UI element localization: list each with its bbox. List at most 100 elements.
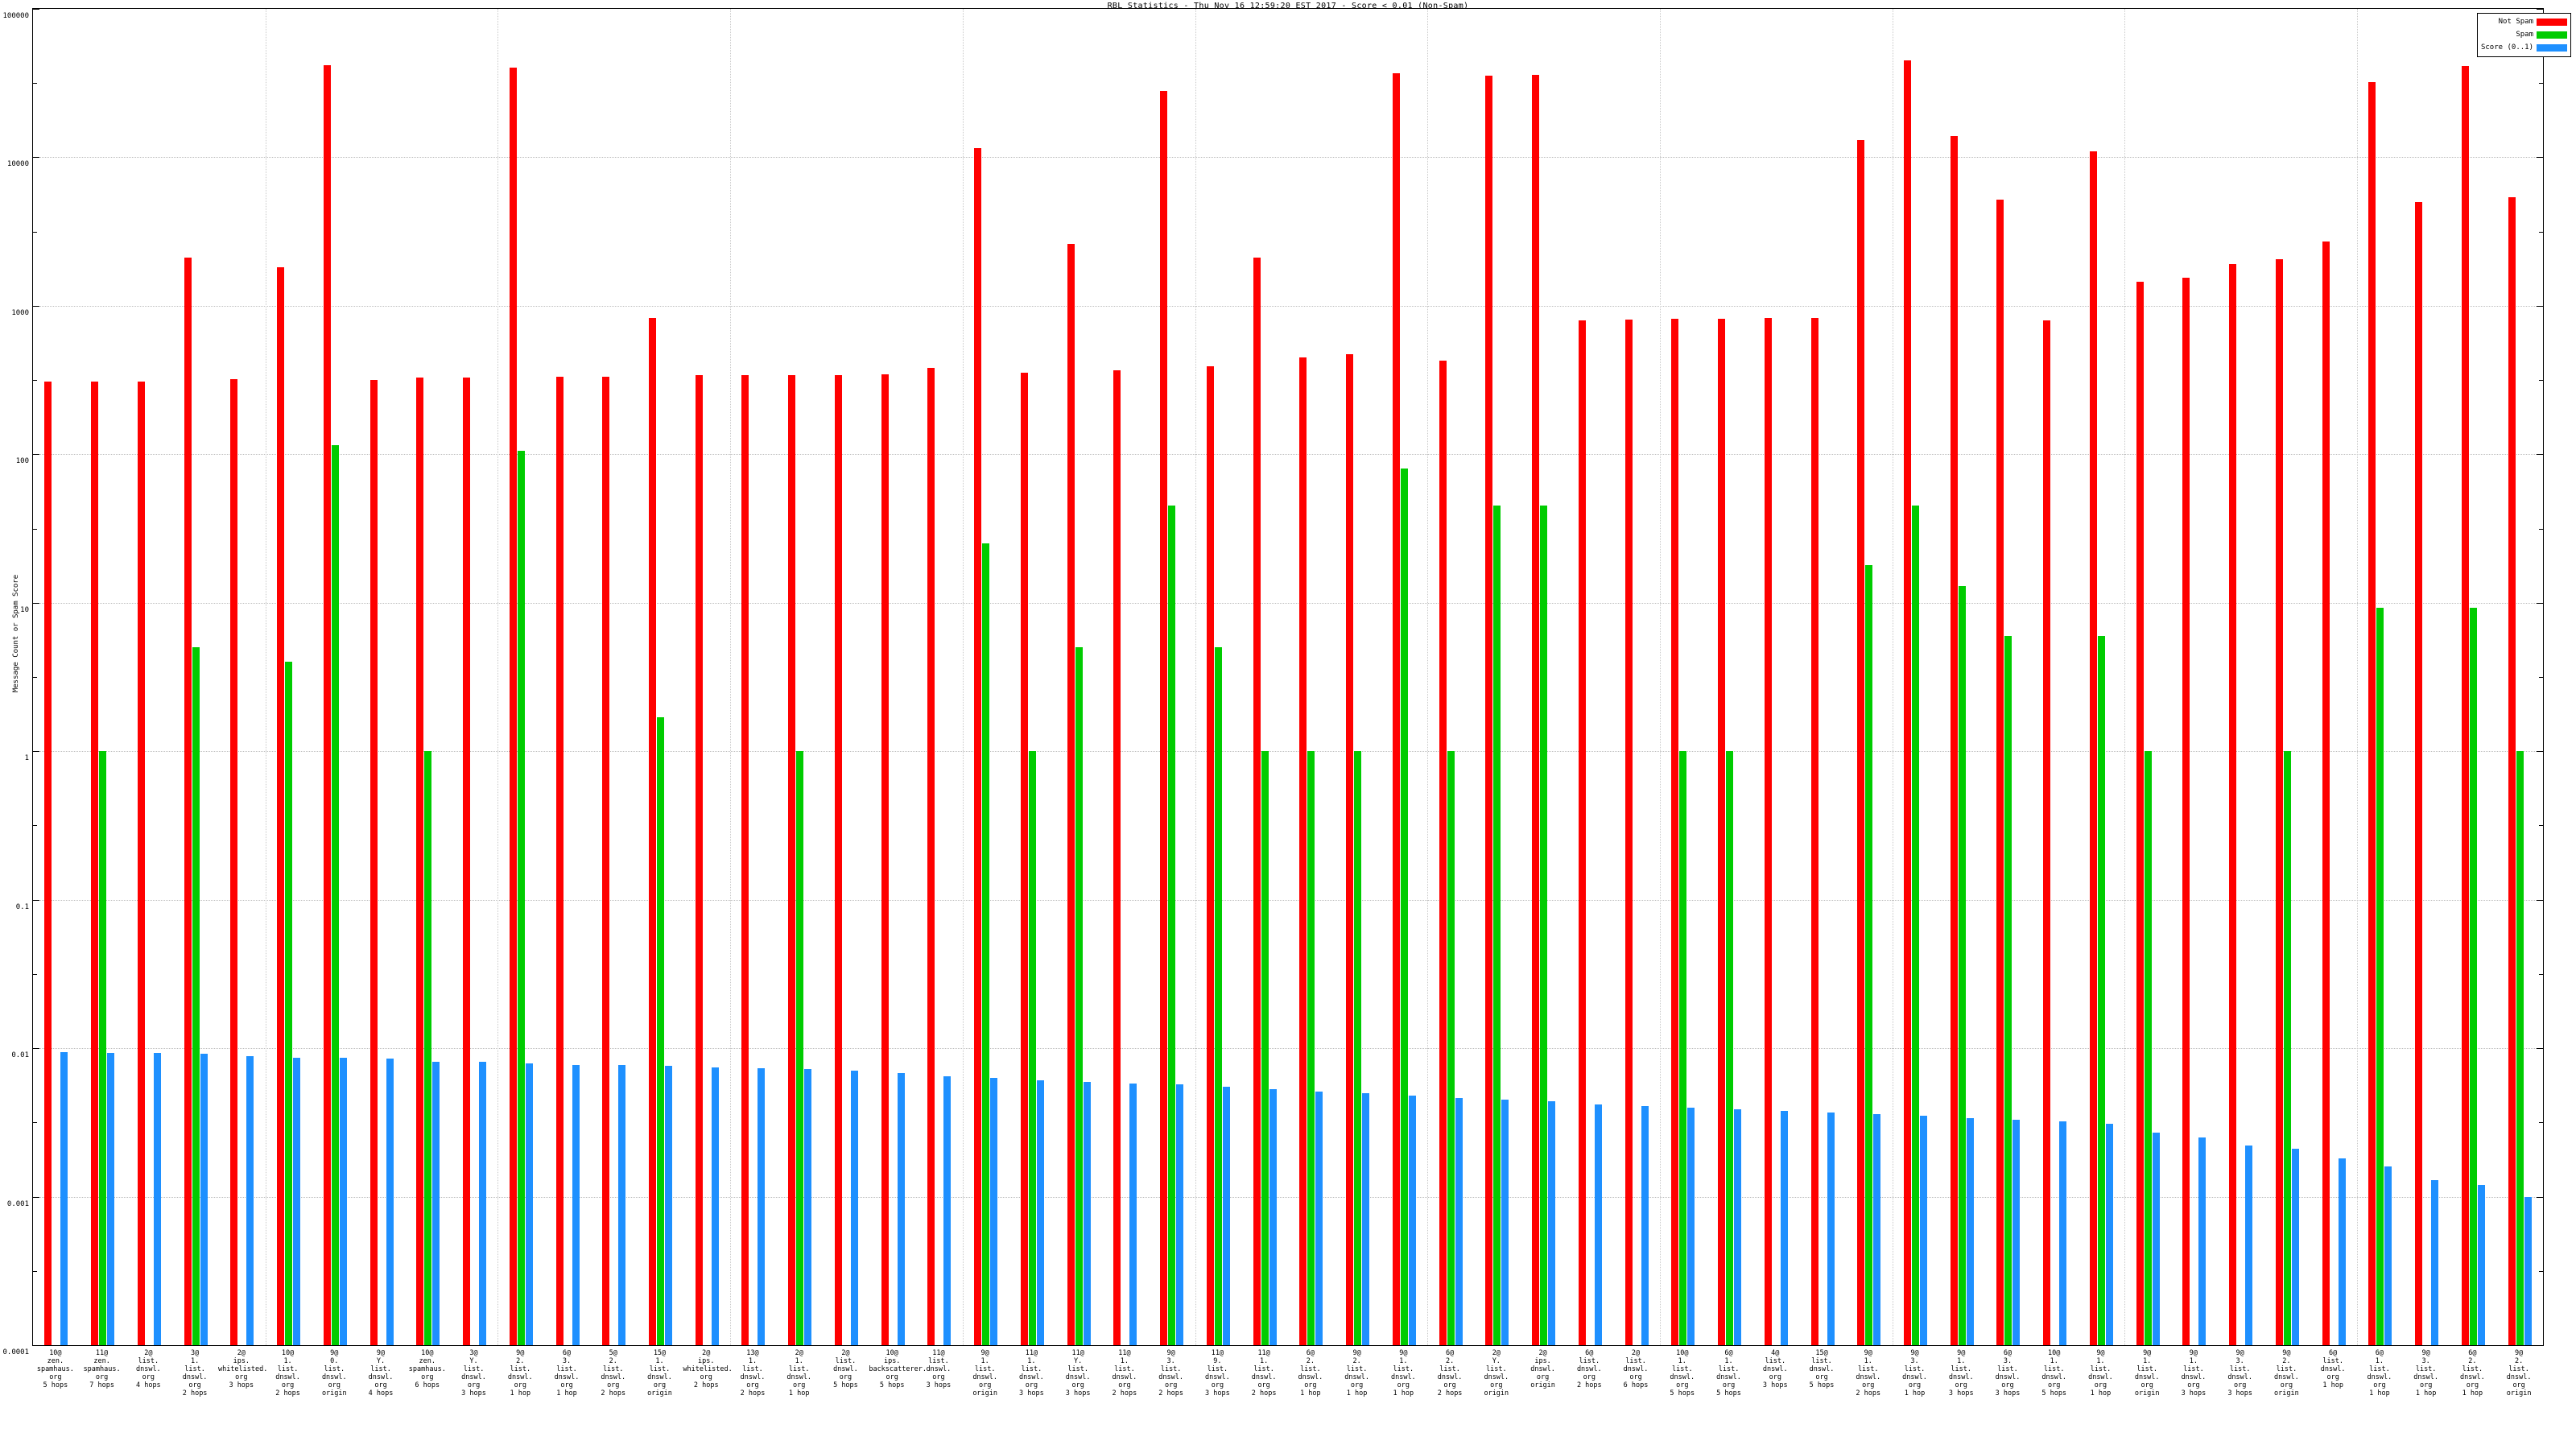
x-tick-label: 9@ 3. list. dnswl. org 1 hop <box>1902 1349 1927 1397</box>
gridline-vertical <box>730 9 732 1345</box>
gridline-vertical <box>1195 9 1196 1345</box>
x-tick-label: 15@ 1. list. dnswl. org origin <box>647 1349 672 1397</box>
y-tick-mark <box>2537 899 2543 901</box>
bar-group <box>2368 9 2392 1345</box>
bar-spam <box>192 647 200 1345</box>
bar-score <box>1687 1107 1695 1345</box>
gridline-horizontal <box>33 899 2543 901</box>
x-tick-label: 9@ 2. list. dnswl. org origin <box>2506 1349 2532 1397</box>
bar-score <box>479 1062 487 1345</box>
bar-group <box>463 9 487 1345</box>
y-tick-mark <box>2537 1048 2543 1050</box>
y-tick-mark-minor <box>33 83 37 85</box>
bar-not-spam <box>1578 320 1586 1345</box>
bar-group <box>323 9 347 1345</box>
x-tick-label: 6@ 2. list. dnswl. org 1 hop <box>2460 1349 2485 1397</box>
x-tick-label: 6@ 1. list. dnswl. org 5 hops <box>1716 1349 1741 1397</box>
bar-not-spam <box>1764 317 1772 1345</box>
gridline-horizontal <box>33 454 2543 456</box>
y-tick-label: 0.0001 <box>2 1348 29 1356</box>
bar-score <box>1641 1105 1649 1345</box>
x-tick-label: 10@ 1. list. dnswl. org 5 hops <box>1670 1349 1695 1397</box>
bar-not-spam <box>2368 82 2376 1345</box>
bar-spam <box>1958 585 1966 1345</box>
bar-not-spam <box>2508 196 2516 1345</box>
y-tick-mark-minor <box>2539 380 2543 382</box>
bar-not-spam <box>1904 60 1911 1345</box>
x-tick-label: 9@ 3. list. dnswl. org 1 hop <box>2413 1349 2438 1397</box>
x-tick-label: 9@ 1. list. dnswl. org 3 hops <box>2181 1349 2207 1397</box>
legend-swatch <box>2537 31 2567 39</box>
bar-not-spam <box>881 374 889 1345</box>
y-tick-mark-minor <box>2539 825 2543 827</box>
x-tick-label: 6@ 2. list. dnswl. org 2 hops <box>1437 1349 1463 1397</box>
bar-group <box>2461 9 2485 1345</box>
bar-score <box>2059 1121 2067 1345</box>
x-tick-label: 9@ 2. list. dnswl. org 1 hop <box>507 1349 533 1397</box>
bar-score <box>339 1058 347 1345</box>
bar-spam <box>1168 506 1176 1345</box>
bar-group <box>834 9 858 1345</box>
bar-score <box>2291 1149 2299 1345</box>
x-tick-label: 11@ 1. list. dnswl. org 2 hops <box>1251 1349 1277 1397</box>
x-tick-label: 3@ Y. list. dnswl. org 3 hops <box>461 1349 486 1397</box>
gridline-vertical <box>2357 9 2359 1345</box>
bar-group <box>1020 9 1044 1345</box>
bar-group <box>927 9 952 1345</box>
bar-not-spam <box>91 381 99 1345</box>
bar-spam <box>1261 751 1269 1345</box>
bar-score <box>1036 1080 1044 1345</box>
x-tick-label: 9@ 1. list. dnswl. org 1 hop <box>1390 1349 1416 1397</box>
x-tick-label: 3@ 1. list. dnswl. org 2 hops <box>182 1349 208 1397</box>
bar-score <box>386 1059 394 1345</box>
bar-spam <box>1493 506 1501 1345</box>
y-tick-label: 100 <box>15 457 29 466</box>
x-tick-label: 10@ 1. list. dnswl. org 5 hops <box>2041 1349 2067 1397</box>
y-tick-mark-minor <box>2539 231 2543 233</box>
bar-not-spam <box>834 375 842 1345</box>
bar-group <box>1485 9 1509 1345</box>
y-tick-mark-minor <box>33 1122 37 1124</box>
x-tick-label: 9@ 1. list. dnswl. org 1 hop <box>2088 1349 2113 1397</box>
bar-score <box>60 1052 68 1345</box>
bar-spam <box>1214 647 1222 1345</box>
bar-not-spam <box>1439 361 1447 1345</box>
bar-not-spam <box>2322 242 2330 1345</box>
bar-score <box>2384 1166 2392 1345</box>
bar-spam <box>2144 751 2152 1345</box>
y-tick-label: 10000 <box>6 160 29 169</box>
x-tick-label: 4@ list. dnswl. org 3 hops <box>1762 1349 1788 1389</box>
legend-swatch <box>2537 43 2567 52</box>
bar-group <box>230 9 254 1345</box>
bar-score <box>107 1052 115 1345</box>
y-tick-mark-minor <box>33 973 37 975</box>
bar-not-spam <box>974 148 982 1345</box>
bar-not-spam <box>230 379 238 1345</box>
bar-score <box>2105 1123 2113 1345</box>
bar-score <box>1501 1100 1509 1345</box>
y-tick-mark-minor <box>33 231 37 233</box>
bar-not-spam <box>1160 90 1168 1345</box>
bar-group <box>1624 9 1649 1345</box>
bar-group <box>602 9 626 1345</box>
legend-item: Spam <box>2481 29 2567 40</box>
x-tick-label: 2@ list. dnswl. org 6 hops <box>1623 1349 1649 1389</box>
bar-score <box>2477 1184 2485 1345</box>
bar-group <box>2136 9 2160 1345</box>
x-tick-label: 9@ 0. list. dnswl. org origin <box>321 1349 347 1397</box>
x-tick-label: 2@ ips. whitelisted. org 2 hops <box>683 1349 733 1389</box>
bar-spam <box>1726 751 1734 1345</box>
y-tick-mark <box>2537 1196 2543 1198</box>
x-tick-label: 11@ Y. list. dnswl. org 3 hops <box>1065 1349 1091 1397</box>
x-tick-label: 6@ list. dnswl. org 2 hops <box>1576 1349 1602 1389</box>
y-tick-mark <box>2537 751 2543 753</box>
bar-spam <box>1400 469 1408 1345</box>
bar-not-spam <box>1206 366 1214 1345</box>
bar-score <box>1362 1092 1370 1345</box>
y-tick-mark <box>2537 9 2543 10</box>
plot-area <box>32 8 2544 1346</box>
x-tick-label: 6@ list. dnswl. org 1 hop <box>2320 1349 2346 1389</box>
bar-spam <box>2516 751 2524 1345</box>
bar-spam <box>1028 751 1036 1345</box>
